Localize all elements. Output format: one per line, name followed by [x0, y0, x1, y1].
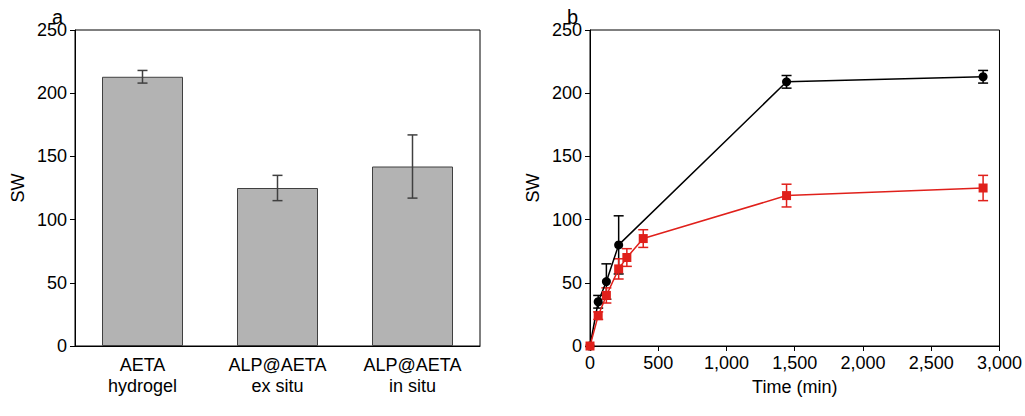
svg-text:AETA: AETA — [120, 355, 166, 375]
svg-text:3,000: 3,000 — [977, 353, 1022, 373]
svg-text:250: 250 — [552, 20, 582, 40]
svg-text:ex situ: ex situ — [251, 376, 303, 396]
svg-text:200: 200 — [37, 83, 67, 103]
svg-text:SW: SW — [8, 173, 28, 202]
svg-text:hydrogel: hydrogel — [108, 376, 177, 396]
svg-text:100: 100 — [37, 210, 67, 230]
svg-text:0: 0 — [572, 336, 582, 356]
svg-text:0: 0 — [57, 336, 67, 356]
svg-text:1,500: 1,500 — [772, 353, 817, 373]
svg-text:50: 50 — [47, 273, 67, 293]
svg-text:250: 250 — [37, 20, 67, 40]
svg-text:b: b — [567, 6, 578, 28]
svg-text:2,500: 2,500 — [909, 353, 954, 373]
svg-text:ALP@AETA: ALP@AETA — [229, 355, 327, 375]
svg-text:100: 100 — [552, 210, 582, 230]
svg-text:2,000: 2,000 — [840, 353, 885, 373]
svg-text:Time (min): Time (min) — [752, 377, 837, 397]
svg-text:150: 150 — [552, 146, 582, 166]
svg-text:SW: SW — [523, 173, 543, 202]
svg-text:200: 200 — [552, 83, 582, 103]
svg-text:a: a — [52, 6, 64, 28]
svg-text:150: 150 — [37, 146, 67, 166]
svg-text:ALP@AETA: ALP@AETA — [364, 355, 462, 375]
svg-text:1,000: 1,000 — [704, 353, 749, 373]
svg-text:500: 500 — [643, 353, 673, 373]
svg-text:0: 0 — [585, 353, 595, 373]
svg-text:50: 50 — [562, 273, 582, 293]
svg-text:in situ: in situ — [389, 376, 436, 396]
